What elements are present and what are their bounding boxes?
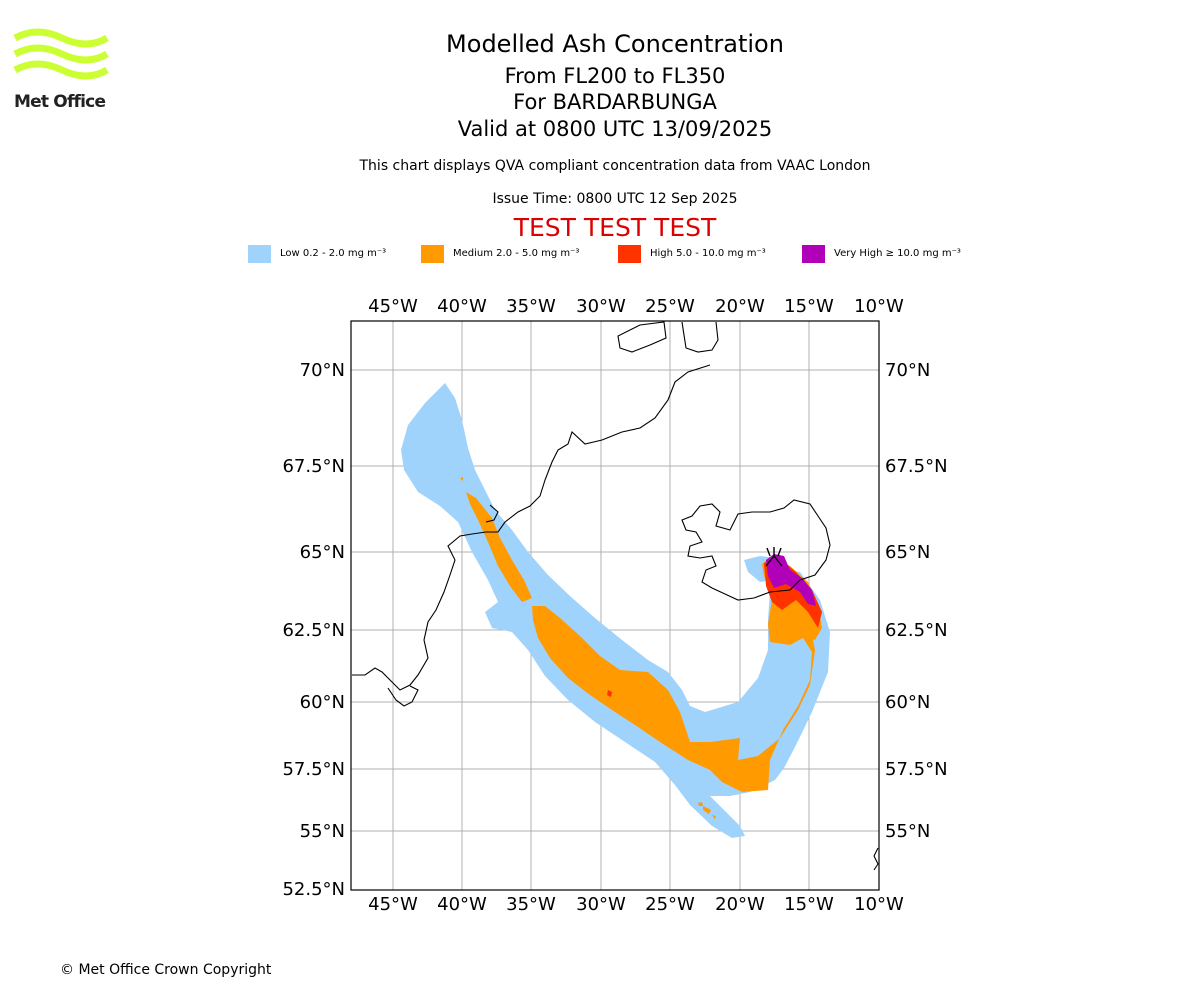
- logo-text: Met Office: [14, 92, 106, 112]
- lat-label-right: 55°N: [885, 821, 930, 842]
- lat-label-right: 57.5°N: [885, 759, 948, 780]
- lon-label-top: 25°W: [645, 296, 695, 317]
- legend-swatch-high: [618, 244, 641, 263]
- legend-swatch-medium: [421, 244, 444, 263]
- chart-title: Modelled Ash Concentration: [446, 30, 784, 58]
- lon-label-bottom: 10°W: [854, 894, 904, 915]
- issue-time: Issue Time: 0800 UTC 12 Sep 2025: [492, 191, 738, 207]
- test-banner: TEST TEST TEST: [513, 213, 717, 242]
- lat-label-left: 60°N: [300, 692, 345, 713]
- map-frame: [350, 320, 880, 891]
- lat-label-left: 67.5°N: [282, 456, 345, 477]
- legend-item-very-high: Very High ≥ 10.0 mg m⁻³: [802, 244, 961, 263]
- lon-label-top: 10°W: [854, 296, 904, 317]
- legend-item-medium: Medium 2.0 - 5.0 mg m⁻³: [421, 244, 579, 263]
- subtitle-volcano: For BARDARBUNGA: [513, 90, 717, 114]
- lat-label-right: 60°N: [885, 692, 930, 713]
- lon-label-bottom: 15°W: [784, 894, 834, 915]
- lon-label-bottom: 20°W: [715, 894, 765, 915]
- lon-label-bottom: 45°W: [368, 894, 418, 915]
- legend-item-high: High 5.0 - 10.0 mg m⁻³: [618, 244, 766, 263]
- subtitle-levels: From FL200 to FL350: [504, 64, 726, 88]
- legend-label-very-high: Very High ≥ 10.0 mg m⁻³: [834, 248, 961, 259]
- legend-label-high: High 5.0 - 10.0 mg m⁻³: [650, 248, 766, 259]
- legend-swatch-very-high: [802, 244, 825, 263]
- met-office-logo-icon: [13, 28, 109, 80]
- compliance-note: This chart displays QVA compliant concen…: [359, 158, 871, 174]
- lat-label-left: 65°N: [300, 542, 345, 563]
- legend-label-medium: Medium 2.0 - 5.0 mg m⁻³: [453, 248, 580, 259]
- lat-label-right: 65°N: [885, 542, 930, 563]
- lon-label-bottom: 40°W: [437, 894, 487, 915]
- subtitle-valid-time: Valid at 0800 UTC 13/09/2025: [457, 117, 773, 141]
- lon-label-top: 45°W: [368, 296, 418, 317]
- ash-area-very-high: [766, 554, 816, 606]
- lon-label-top: 20°W: [715, 296, 765, 317]
- lon-label-bottom: 25°W: [645, 894, 695, 915]
- lat-label-left: 55°N: [300, 821, 345, 842]
- lat-label-right: 70°N: [885, 360, 930, 381]
- lon-label-top: 35°W: [506, 296, 556, 317]
- copyright-notice: © Met Office Crown Copyright: [60, 962, 272, 978]
- lon-label-top: 30°W: [576, 296, 626, 317]
- lon-label-top: 40°W: [437, 296, 487, 317]
- volcano-marker-icon: [765, 547, 783, 567]
- lat-label-left: 57.5°N: [282, 759, 345, 780]
- coastlines: [352, 321, 879, 871]
- lon-label-bottom: 30°W: [576, 894, 626, 915]
- lat-label-left: 62.5°N: [282, 620, 345, 641]
- lat-label-right: 62.5°N: [885, 620, 948, 641]
- lon-label-top: 15°W: [784, 296, 834, 317]
- lat-label-left: 52.5°N: [282, 879, 345, 900]
- lat-label-left: 70°N: [300, 360, 345, 381]
- lon-label-bottom: 35°W: [506, 894, 556, 915]
- legend-item-low: Low 0.2 - 2.0 mg m⁻³: [248, 244, 386, 263]
- lat-label-right: 67.5°N: [885, 456, 948, 477]
- legend-label-low: Low 0.2 - 2.0 mg m⁻³: [280, 248, 387, 259]
- legend-swatch-low: [248, 244, 271, 263]
